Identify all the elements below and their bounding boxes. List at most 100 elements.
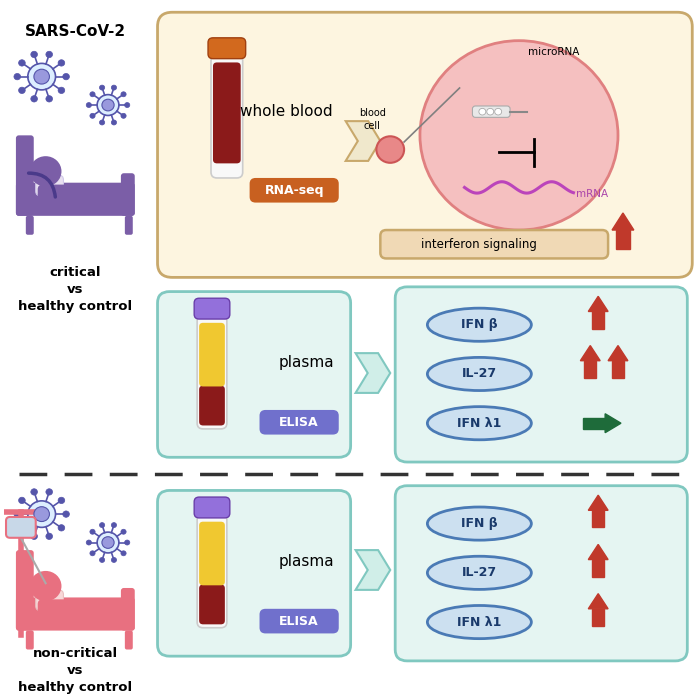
FancyBboxPatch shape: [250, 178, 339, 202]
FancyBboxPatch shape: [199, 522, 225, 585]
FancyBboxPatch shape: [121, 173, 135, 216]
FancyBboxPatch shape: [121, 588, 135, 631]
Circle shape: [58, 60, 64, 66]
Circle shape: [479, 108, 486, 115]
Polygon shape: [592, 312, 604, 328]
Circle shape: [486, 108, 493, 115]
Circle shape: [111, 120, 117, 125]
Circle shape: [99, 557, 105, 563]
Circle shape: [99, 85, 105, 90]
FancyBboxPatch shape: [211, 55, 243, 178]
Polygon shape: [588, 545, 608, 559]
Circle shape: [121, 529, 126, 534]
Circle shape: [58, 88, 64, 94]
FancyBboxPatch shape: [260, 609, 339, 634]
FancyBboxPatch shape: [194, 298, 230, 319]
Text: plasma: plasma: [279, 355, 334, 370]
Circle shape: [97, 532, 119, 553]
FancyBboxPatch shape: [26, 631, 34, 650]
FancyBboxPatch shape: [26, 216, 34, 234]
Circle shape: [102, 537, 114, 548]
Text: IL-27: IL-27: [462, 368, 497, 381]
FancyBboxPatch shape: [260, 410, 339, 435]
FancyBboxPatch shape: [197, 315, 227, 429]
Circle shape: [14, 511, 20, 517]
Polygon shape: [616, 230, 630, 249]
Circle shape: [46, 489, 52, 495]
Ellipse shape: [428, 606, 531, 638]
Circle shape: [31, 51, 38, 57]
Circle shape: [63, 511, 69, 517]
Polygon shape: [588, 594, 608, 609]
FancyBboxPatch shape: [199, 584, 225, 624]
Circle shape: [90, 551, 95, 556]
Circle shape: [90, 113, 95, 118]
FancyBboxPatch shape: [194, 497, 230, 518]
Polygon shape: [580, 346, 600, 360]
Circle shape: [34, 69, 50, 84]
Text: IFN λ1: IFN λ1: [457, 615, 502, 629]
Circle shape: [46, 96, 52, 102]
FancyBboxPatch shape: [16, 135, 34, 216]
Circle shape: [31, 96, 38, 102]
Circle shape: [28, 64, 55, 90]
FancyBboxPatch shape: [199, 386, 225, 426]
Circle shape: [31, 533, 38, 540]
FancyBboxPatch shape: [208, 38, 246, 59]
Ellipse shape: [428, 407, 531, 440]
FancyBboxPatch shape: [199, 323, 225, 386]
FancyBboxPatch shape: [16, 597, 135, 631]
Text: plasma: plasma: [279, 554, 334, 569]
FancyBboxPatch shape: [197, 514, 227, 628]
Circle shape: [121, 551, 126, 556]
Circle shape: [19, 88, 25, 94]
FancyBboxPatch shape: [16, 183, 135, 216]
Ellipse shape: [428, 507, 531, 540]
FancyBboxPatch shape: [36, 175, 64, 196]
Polygon shape: [588, 296, 608, 312]
Circle shape: [30, 156, 62, 186]
Polygon shape: [356, 550, 390, 590]
Circle shape: [377, 136, 404, 163]
Text: SARS-CoV-2: SARS-CoV-2: [25, 24, 126, 38]
Polygon shape: [608, 346, 628, 360]
Circle shape: [125, 102, 130, 108]
Polygon shape: [584, 360, 596, 378]
Circle shape: [34, 507, 50, 522]
Circle shape: [495, 108, 502, 115]
FancyBboxPatch shape: [380, 230, 608, 258]
Polygon shape: [592, 559, 604, 577]
FancyBboxPatch shape: [38, 599, 107, 620]
FancyBboxPatch shape: [125, 631, 133, 650]
Text: IL-27: IL-27: [462, 566, 497, 580]
Text: IFN λ1: IFN λ1: [457, 416, 502, 430]
Polygon shape: [605, 414, 621, 433]
FancyBboxPatch shape: [16, 550, 34, 631]
Circle shape: [420, 41, 618, 230]
Circle shape: [111, 85, 117, 90]
Circle shape: [86, 540, 92, 545]
Circle shape: [46, 51, 52, 57]
Text: ELISA: ELISA: [279, 416, 319, 429]
FancyBboxPatch shape: [38, 185, 107, 205]
Circle shape: [19, 60, 25, 66]
Circle shape: [90, 529, 95, 534]
Circle shape: [125, 540, 130, 545]
Ellipse shape: [428, 358, 531, 391]
Circle shape: [111, 523, 117, 528]
FancyBboxPatch shape: [158, 12, 692, 277]
Circle shape: [121, 113, 126, 118]
Text: mRNA: mRNA: [576, 189, 608, 199]
Polygon shape: [612, 360, 624, 378]
FancyBboxPatch shape: [158, 292, 351, 457]
FancyBboxPatch shape: [213, 62, 241, 163]
Text: ELISA: ELISA: [279, 615, 319, 628]
Circle shape: [86, 102, 92, 108]
Polygon shape: [612, 213, 634, 230]
Ellipse shape: [428, 308, 531, 342]
Circle shape: [99, 120, 105, 125]
Circle shape: [58, 497, 64, 503]
Circle shape: [14, 74, 20, 80]
Polygon shape: [592, 609, 604, 626]
FancyBboxPatch shape: [6, 517, 36, 538]
